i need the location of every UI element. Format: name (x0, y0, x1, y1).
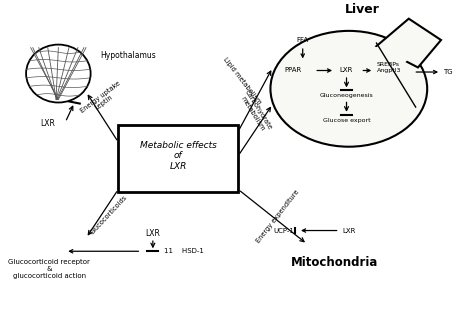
Text: LXR: LXR (146, 229, 160, 238)
Text: Energy uptake
Leptin: Energy uptake Leptin (79, 80, 125, 119)
Text: LXR: LXR (342, 227, 356, 233)
Text: PPAR: PPAR (285, 67, 302, 74)
Text: Energy expenditure: Energy expenditure (255, 189, 300, 245)
FancyBboxPatch shape (118, 125, 238, 193)
Ellipse shape (271, 31, 427, 147)
Text: Gluconeogenesis: Gluconeogenesis (319, 93, 374, 98)
Ellipse shape (372, 43, 409, 67)
Text: 11    HSD-1: 11 HSD-1 (164, 248, 204, 254)
Text: Glucocorticoid receptor
&
glucocorticoid action: Glucocorticoid receptor & glucocorticoid… (8, 259, 90, 279)
Text: Hypothalamus: Hypothalamus (100, 51, 155, 60)
Text: LXR: LXR (340, 67, 353, 74)
Ellipse shape (26, 45, 91, 103)
Text: Liver: Liver (345, 2, 380, 16)
Text: Metabolic effects
of
LXR: Metabolic effects of LXR (140, 141, 217, 171)
Text: TG: TG (443, 69, 453, 75)
Text: LXR: LXR (40, 119, 55, 128)
Text: SREBPs
Angptl3: SREBPs Angptl3 (376, 62, 401, 73)
Text: Glucose export: Glucose export (323, 118, 370, 123)
Text: Carbohydrate
metabolism: Carbohydrate metabolism (238, 89, 273, 134)
Text: UCP-1: UCP-1 (274, 227, 295, 233)
Text: Mitochondria: Mitochondria (292, 256, 379, 269)
Polygon shape (376, 19, 441, 67)
Text: Lipid metabolism: Lipid metabolism (222, 57, 262, 106)
Text: Glucocorticoids: Glucocorticoids (90, 194, 129, 236)
Text: FFA: FFA (297, 37, 309, 43)
